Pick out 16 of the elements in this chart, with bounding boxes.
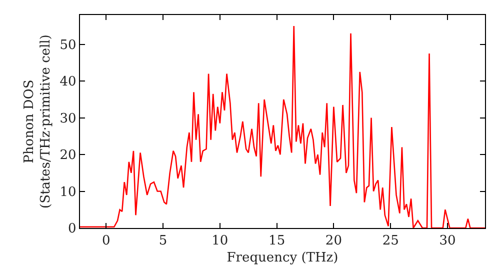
- y-tick-label: 20: [60, 148, 76, 164]
- y-tick-label: 10: [60, 184, 76, 200]
- x-tick-label: 0: [102, 234, 110, 249]
- x-tick-label: 30: [439, 234, 456, 249]
- x-tick-label: 5: [158, 234, 168, 249]
- y-axis-title: Phonon DOS (States/THz·primitive cell): [22, 34, 54, 209]
- y-tick-label: 50: [60, 38, 76, 53]
- y-tick-label: 40: [60, 74, 76, 90]
- x-tick-label: 25: [382, 234, 399, 249]
- y-tick-label: 0: [68, 222, 76, 237]
- x-tick-label: 15: [268, 234, 286, 249]
- y-tick-label: 30: [60, 111, 76, 126]
- x-tick-label: 20: [325, 234, 342, 249]
- x-tick-label: 10: [212, 234, 228, 249]
- line-series: [80, 25, 485, 228]
- x-axis-title: Frequency (THz): [226, 250, 338, 266]
